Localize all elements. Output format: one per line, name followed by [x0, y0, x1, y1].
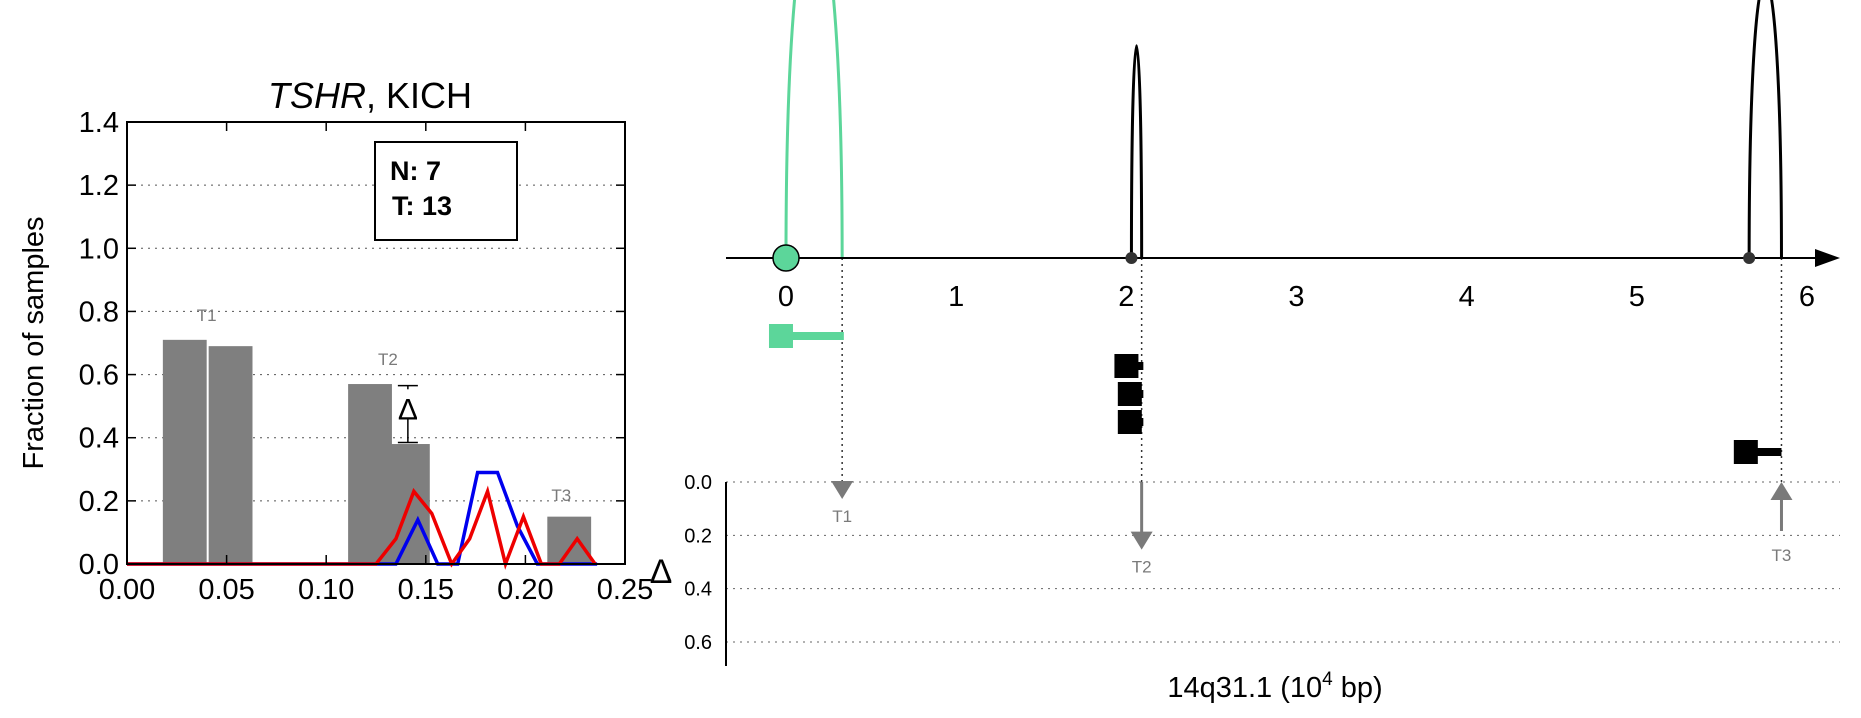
delta-marker: Δ	[394, 384, 421, 444]
histogram-bar	[547, 516, 592, 564]
histogram-bar	[348, 384, 392, 564]
y-tick-label: 0.8	[79, 296, 119, 328]
lower-y-tick-label: 0.4	[684, 579, 712, 601]
interaction-arc	[784, 0, 844, 259]
histogram-y-ticks: 0.0 0.2 0.4 0.6 0.8 1.0 1.2 1.4	[79, 107, 625, 581]
legend-box: N: 7 T: 13	[374, 141, 518, 241]
histogram-bar	[208, 346, 253, 564]
lower-y-tick-label: 0.6	[684, 632, 712, 654]
genome-x-tick-label: 3	[1288, 281, 1304, 313]
histogram-group-labels: T1 T2 T3	[197, 306, 571, 505]
marker-label: T1	[832, 507, 852, 526]
lower-gridlines	[726, 481, 1840, 643]
genome-x-ticks: 0 1 2 3 4 5 6	[778, 281, 1815, 313]
transcript-body	[788, 332, 844, 340]
arcs	[784, 0, 1783, 259]
transcript-body	[1137, 390, 1144, 398]
marker-arrow	[1770, 482, 1793, 500]
histogram-panel: TSHR, KICH Fraction of samples Δ T1T2T3 …	[18, 75, 672, 606]
x-tick-label: 0.00	[99, 574, 155, 606]
histogram-title: TSHR, KICH	[268, 75, 472, 116]
arc-start-dot	[1125, 252, 1138, 264]
delta-bg	[394, 389, 421, 420]
genome-x-tick-label: 4	[1459, 281, 1475, 313]
genome-x-label: 14q31.1 (104 bp)	[1167, 669, 1382, 704]
y-tick-label: 1.2	[79, 170, 119, 202]
x-axis-symbol: Δ	[650, 553, 673, 591]
bar-group-label: T1	[197, 306, 217, 325]
bar-group-label: T3	[551, 486, 571, 505]
genome-x-tick-label: 6	[1799, 281, 1815, 313]
y-tick-label: 1.0	[79, 233, 119, 265]
marker-label: T2	[1132, 558, 1152, 577]
transcript-body	[1134, 362, 1144, 370]
genome-x-tick-label: 5	[1629, 281, 1645, 313]
marker-arrow	[831, 481, 854, 499]
lower-y-tick-label: 0.2	[684, 525, 712, 547]
lower-y-tick-label: 0.0	[684, 472, 712, 494]
legend-n: N: 7	[390, 156, 441, 186]
arc-start-circle	[772, 244, 800, 272]
x-tick-label: 0.10	[298, 574, 354, 606]
bar-group-label: T2	[378, 350, 398, 369]
transcript-body	[1753, 448, 1782, 456]
histogram-x-ticks: 0.00 0.05 0.10 0.15 0.20 0.25	[99, 122, 653, 606]
transcripts	[768, 324, 1782, 464]
histogram-gridlines	[127, 184, 625, 502]
genome-x-tick-label: 0	[778, 281, 794, 313]
drop-lines	[841, 258, 1783, 482]
y-axis-label: Fraction of samples	[18, 216, 50, 469]
genome-panel: 0.0 0.2 0.4 0.6 0 1 2 3 4 5 6 T1 T2 T3 14q31.1 (104…	[684, 0, 1840, 704]
x-tick-label: 0.15	[398, 574, 454, 606]
y-tick-label: 0.6	[79, 360, 119, 392]
y-tick-label: 0.4	[79, 423, 119, 455]
interaction-arc	[1129, 44, 1144, 259]
genome-axis-arrow	[1815, 249, 1840, 267]
position-markers: T1 T2 T3	[831, 481, 1793, 577]
genome-x-tick-label: 1	[948, 281, 964, 313]
marker-arrow	[1130, 531, 1153, 550]
genome-x-tick-label: 2	[1118, 281, 1134, 313]
x-tick-label: 0.25	[597, 574, 653, 606]
x-tick-label: 0.05	[198, 574, 254, 606]
arc-start-dot	[1743, 252, 1756, 264]
marker-label: T3	[1772, 546, 1792, 565]
arc-start-markers	[772, 244, 1756, 272]
lower-y-ticks: 0.0 0.2 0.4 0.6	[684, 472, 712, 654]
x-tick-label: 0.20	[497, 574, 553, 606]
histogram-frame	[126, 121, 626, 565]
histogram-bar	[162, 339, 207, 564]
y-tick-label: 1.4	[79, 107, 119, 139]
transcript-body	[1137, 418, 1144, 426]
delta-symbol: Δ	[398, 393, 418, 426]
legend-t: T: 13	[392, 191, 452, 221]
y-tick-label: 0.0	[79, 549, 119, 581]
y-tick-label: 0.2	[79, 486, 119, 518]
interaction-arc	[1747, 0, 1783, 259]
